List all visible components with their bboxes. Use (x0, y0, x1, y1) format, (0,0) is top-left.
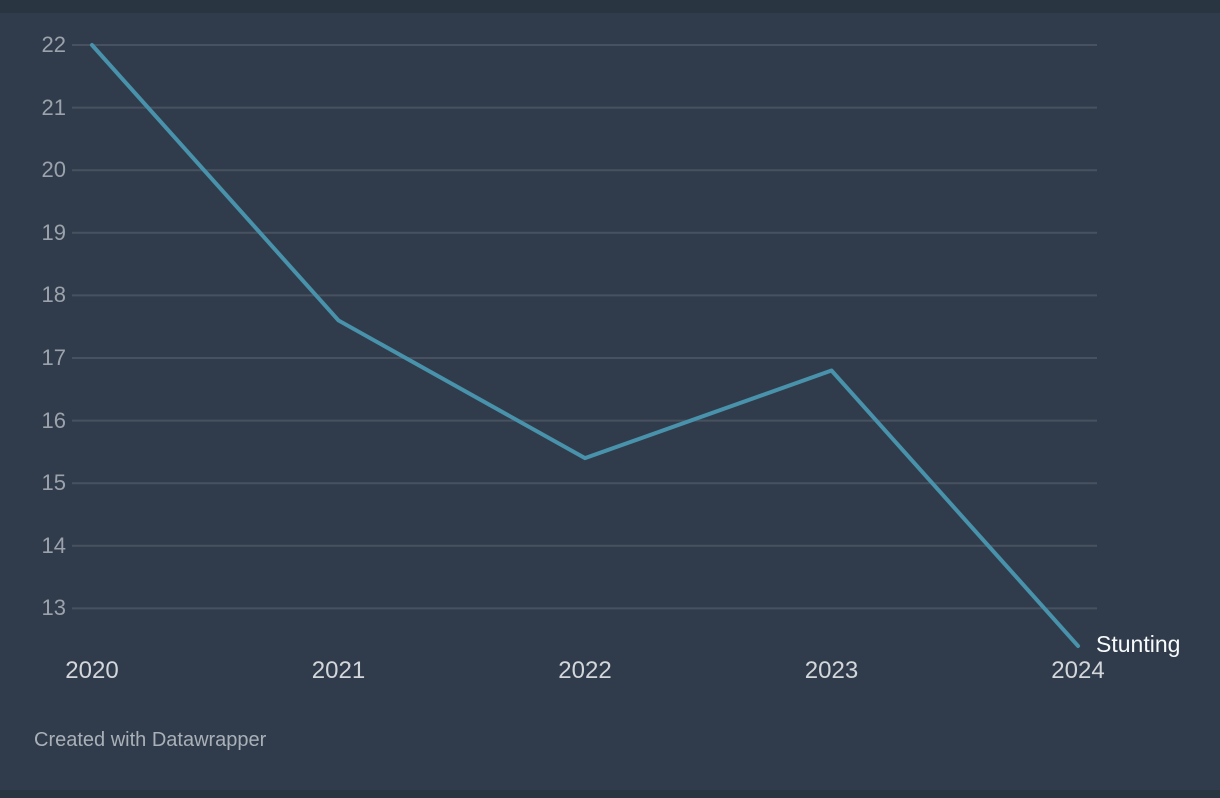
y-tick-label: 21 (41, 94, 66, 120)
gridlines (72, 44, 1097, 610)
bottom-edge-strip (0, 790, 1220, 798)
attribution-text: Created with Datawrapper (34, 729, 267, 751)
series-line-stunting (90, 43, 1080, 648)
y-tick-label: 15 (41, 470, 66, 496)
top-edge-strip (0, 0, 1220, 13)
x-tick-label: 2020 (65, 657, 119, 684)
x-tick-label: 2021 (311, 657, 366, 684)
y-tick-label: 16 (41, 407, 66, 433)
y-tick-label: 17 (41, 345, 66, 370)
y-tick-label: 20 (41, 157, 66, 183)
y-tick-label: 22 (41, 32, 66, 57)
y-tick-label: 18 (41, 282, 66, 308)
y-tick-label: 14 (41, 532, 66, 558)
series-end-label: Stunting (1096, 631, 1181, 657)
y-tick-label: 19 (41, 219, 66, 245)
x-tick-label: 2022 (558, 657, 612, 684)
x-tick-label: 2024 (1051, 657, 1105, 684)
x-tick-label: 2023 (804, 657, 859, 684)
y-tick-label: 13 (41, 595, 66, 621)
